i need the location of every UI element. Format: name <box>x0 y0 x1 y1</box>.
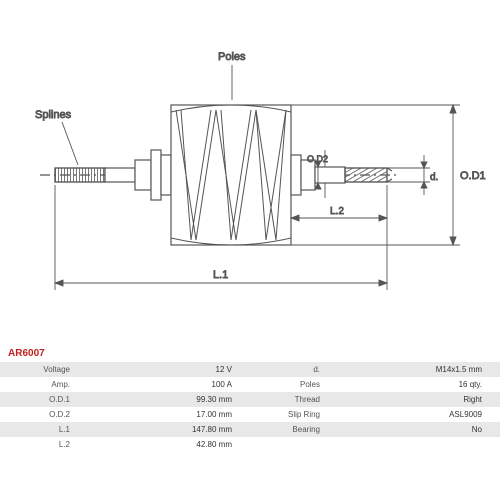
label-od1: O.D1 <box>460 170 486 182</box>
spec-label: O.D.2 <box>0 407 80 422</box>
spec-value: 16 qty. <box>330 377 500 392</box>
label-l2: L.2 <box>330 206 344 217</box>
spec-table: Voltage 12 V d. M14x1.5 mm Amp. 100 A Po… <box>0 362 500 452</box>
spec-label: O.D.1 <box>0 392 80 407</box>
spec-value: M14x1.5 mm <box>330 362 500 377</box>
table-row: O.D.2 17.00 mm Slip Ring ASL9009 <box>0 407 500 422</box>
table-row: L.1 147.80 mm Bearing No <box>0 422 500 437</box>
spec-label <box>250 437 330 452</box>
label-d: d. <box>430 172 438 183</box>
spec-value: 42.80 mm <box>80 437 250 452</box>
spec-label: Slip Ring <box>250 407 330 422</box>
spec-value: 99.30 mm <box>80 392 250 407</box>
spec-value: ASL9009 <box>330 407 500 422</box>
spec-value: 12 V <box>80 362 250 377</box>
table-row: Voltage 12 V d. M14x1.5 mm <box>0 362 500 377</box>
spec-label: Voltage <box>0 362 80 377</box>
spec-label: Amp. <box>0 377 80 392</box>
spec-label: Bearing <box>250 422 330 437</box>
spec-label: Thread <box>250 392 330 407</box>
label-l1: L.1 <box>213 269 228 281</box>
spec-value: Right <box>330 392 500 407</box>
label-splines: Splines <box>35 109 72 121</box>
technical-diagram: Poles Splines O.D1 d. O.D2 L.2 <box>0 0 500 340</box>
spec-label: d. <box>250 362 330 377</box>
spec-label: Poles <box>250 377 330 392</box>
spec-value: 17.00 mm <box>80 407 250 422</box>
spec-value: 100 A <box>80 377 250 392</box>
spec-label: L.2 <box>0 437 80 452</box>
spec-value: 147.80 mm <box>80 422 250 437</box>
label-poles: Poles <box>218 51 246 63</box>
table-row: O.D.1 99.30 mm Thread Right <box>0 392 500 407</box>
spec-value: No <box>330 422 500 437</box>
spec-value <box>330 437 500 452</box>
table-row: L.2 42.80 mm <box>0 437 500 452</box>
table-row: Amp. 100 A Poles 16 qty. <box>0 377 500 392</box>
part-code: AR6007 <box>8 348 45 359</box>
spec-label: L.1 <box>0 422 80 437</box>
